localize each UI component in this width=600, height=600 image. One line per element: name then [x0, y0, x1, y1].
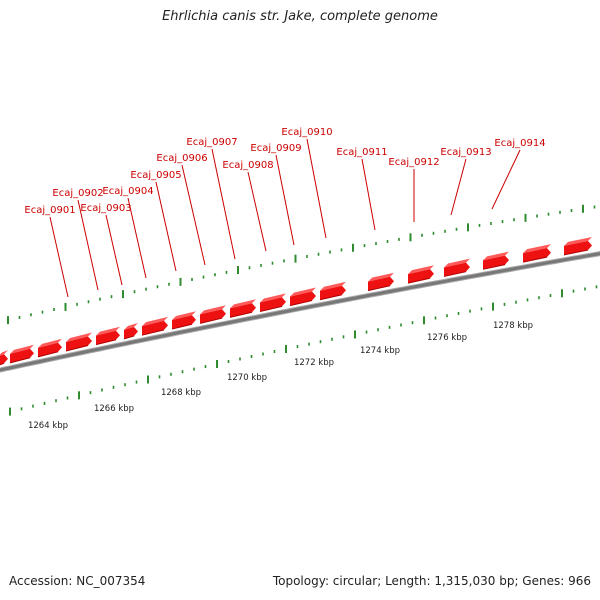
gene-arrow: [367, 272, 394, 292]
gene-arrow: [229, 299, 256, 318]
gene-label: Ecaj_0911: [336, 147, 387, 158]
gene-arrow: [289, 287, 316, 307]
leader-line: [361, 158, 376, 231]
gene-label: Ecaj_0908: [222, 160, 273, 171]
gene-arrow: [95, 326, 120, 346]
accession-text: Accession: NC_007354: [9, 574, 146, 588]
kbp-label-group: 1264 kbp 1266 kbp 1268 kbp 1270 kbp 1272 kbp…: [28, 321, 533, 431]
leader-line: [275, 154, 295, 246]
gene-arrow: [9, 344, 34, 364]
kbp-label: 1270 kbp: [227, 373, 267, 383]
gene-arrow: [407, 265, 434, 284]
gene-label-group: Ecaj_0901 Ecaj_0902 Ecaj_0903 Ecaj_0904 Ecaj…: [24, 127, 545, 216]
backbone-line: [0, 252, 600, 372]
gene-label: Ecaj_0903: [80, 203, 131, 214]
gene-arrow: [171, 311, 196, 330]
gene-label: Ecaj_0902: [52, 188, 103, 199]
kbp-label: 1264 kbp: [28, 421, 68, 431]
gene-arrow: [65, 332, 92, 352]
kbp-label: 1266 kbp: [94, 404, 134, 414]
kbp-label: 1268 kbp: [161, 388, 201, 398]
leader-line: [247, 171, 267, 252]
leader-line: [49, 216, 69, 298]
outer-tick-track: [7, 204, 596, 325]
gene-arrow: [259, 293, 286, 312]
gene-arrow: [199, 305, 226, 324]
gene-label: Ecaj_0905: [130, 170, 181, 181]
gene-label: Ecaj_0909: [250, 143, 301, 154]
gene-arrow: [37, 338, 62, 358]
leader-line: [491, 149, 521, 210]
gene-label: Ecaj_0914: [494, 138, 545, 149]
inner-tick-track: [9, 285, 598, 416]
gene-arrow: [563, 236, 592, 256]
gene-label-leaders: [49, 138, 521, 298]
gene-arrow: [482, 251, 509, 270]
leader-line: [155, 181, 177, 272]
gene-track: [0, 236, 592, 366]
genome-summary-text: Topology: circular; Length: 1,315,030 bp…: [272, 574, 591, 588]
gene-label: Ecaj_0901: [24, 205, 75, 216]
gene-arrow: [522, 244, 551, 263]
gene-arrow: [319, 281, 346, 301]
gene-arrow: [443, 258, 470, 277]
kbp-label: 1276 kbp: [427, 333, 467, 343]
leader-line: [306, 138, 327, 239]
genome-backbone: [0, 251, 600, 373]
gene-label: Ecaj_0907: [186, 137, 237, 148]
gene-arrow: [0, 350, 8, 366]
leader-line: [450, 158, 467, 216]
gene-label: Ecaj_0912: [388, 157, 439, 168]
gene-label: Ecaj_0906: [156, 153, 207, 164]
kbp-label: 1272 kbp: [294, 358, 334, 368]
gene-label: Ecaj_0904: [102, 186, 153, 197]
gene-label: Ecaj_0913: [440, 147, 491, 158]
gene-arrow: [123, 322, 138, 340]
leader-line: [77, 199, 99, 291]
gene-label: Ecaj_0910: [281, 127, 332, 138]
leader-line: [181, 164, 206, 266]
leader-line: [127, 197, 147, 279]
leader-line: [105, 214, 123, 286]
kbp-label: 1274 kbp: [360, 346, 400, 356]
genome-title: Ehrlichia canis str. Jake, complete geno…: [162, 9, 438, 24]
kbp-label: 1278 kbp: [493, 321, 533, 331]
leader-line: [211, 148, 236, 260]
gene-arrow: [141, 316, 168, 336]
